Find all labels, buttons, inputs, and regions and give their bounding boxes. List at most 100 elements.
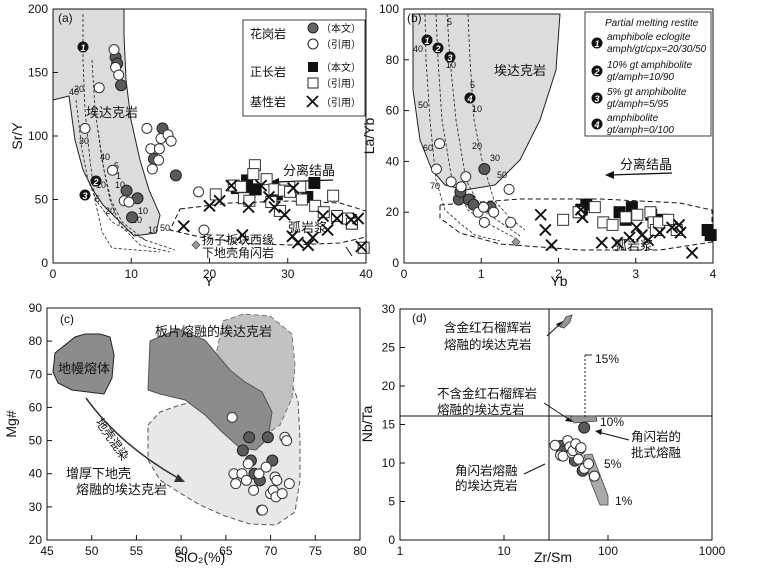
legend-ortho-this	[308, 62, 318, 72]
y-label-d: Nb/Ta	[359, 406, 375, 443]
adakite-label-a: 埃达克岩	[86, 105, 138, 120]
curve-pct-a-6: 5	[114, 161, 119, 171]
mantle-melt-field-c	[52, 333, 115, 395]
point-c-cited-8	[253, 468, 265, 480]
y-tick-label-c-4: 50	[29, 434, 43, 448]
point-b-basic-cited-16	[685, 246, 699, 260]
point-a-basic-cited-14	[306, 231, 319, 244]
point-b-basic-cited-8	[623, 231, 636, 244]
point-a-basic-cited-12	[291, 236, 305, 249]
curve-pct-b-9: 50	[497, 170, 507, 180]
legend-ortho-cited	[307, 77, 319, 89]
y-tick-label-b-1: 0	[392, 256, 399, 270]
point-b-granite-cited-2	[434, 138, 446, 150]
legend-b-item-1: 1 amphibole eclogite amph/gt/cpx=20/30/5…	[591, 32, 707, 55]
curve-pct-a-7: 1	[116, 171, 121, 181]
svg-text:4: 4	[593, 120, 599, 130]
panel-label-b: (b)	[407, 11, 422, 25]
point-a-basic-cited-6	[242, 200, 255, 214]
x-tick-label-b-5: 4	[710, 267, 717, 281]
svg-text:1: 1	[594, 39, 599, 49]
point-a-orthoclase-this-study-4	[249, 183, 262, 196]
curve-number-a-3: 3	[79, 189, 91, 201]
point-b-basic-cited-5	[576, 211, 589, 224]
point-b-basic-cited-7	[611, 236, 624, 249]
pct15-d: 15%	[595, 352, 619, 366]
y-tick-label-d-3: 10	[382, 456, 396, 470]
point-a-granite-this-study-3	[115, 79, 128, 92]
point-a-basic-cited-21	[287, 181, 300, 195]
point-a-granite-cited-17	[193, 186, 205, 198]
pct1-d: 1%	[615, 494, 633, 508]
x-tick-label-b-4: 3	[632, 267, 639, 281]
lower-crust-label-c-1: 增厚下地壳	[66, 466, 131, 481]
curve-pct-a-5: 10	[96, 180, 106, 190]
point-d-this-study-5	[578, 421, 591, 434]
legend-b	[584, 11, 712, 137]
point-a-basic-cited-5	[236, 228, 249, 242]
svg-text:gt/amph=10/90: gt/amph=10/90	[607, 72, 674, 83]
svg-text:1: 1	[80, 43, 85, 53]
data-points-a	[79, 44, 370, 254]
legend-b-item-2: 2 10% gt amphibolite gt/amph=10/90	[591, 60, 692, 83]
mantle-label-c: 地幔熔体	[58, 361, 110, 376]
y-tick-label-c-7: 80	[29, 334, 43, 348]
point-b-basic-cited-13	[665, 221, 679, 234]
point-b-orthoclase-cited-8	[644, 206, 657, 219]
point-c-cited-3	[230, 478, 242, 490]
panel-c: 地幔熔体 板片熔融的埃达克岩 增厚下地壳 熔融的埃达克岩 地壳混染 (c) 45…	[3, 301, 367, 565]
svg-text:2: 2	[593, 67, 599, 77]
data-points-d	[549, 421, 600, 482]
point-a-orthoclase-this-study-7	[308, 176, 321, 189]
point-a-granite-cited-1	[79, 122, 91, 134]
point-b-basic-cited-12	[653, 226, 666, 239]
svg-text:2: 2	[92, 177, 98, 187]
point-b-orthoclase-cited-1	[557, 213, 570, 226]
rutile-pointer-d	[546, 323, 561, 337]
panel-label-d: (d)	[412, 311, 427, 325]
legend-granite-this-label: （本文）	[321, 22, 361, 35]
x-label-d: Zr/Sm	[534, 549, 572, 565]
svg-text:4: 4	[466, 94, 472, 104]
point-b-granite-cited-5	[460, 171, 472, 183]
x-tick-label-b-1: 0	[401, 267, 408, 281]
curve-pct-a-1: 40	[69, 87, 79, 97]
x-tick-label-a-2: 10	[125, 267, 139, 281]
point-a-basic-cited-4	[225, 179, 238, 192]
point-c-this-study-1	[236, 444, 249, 457]
curve-pct-a-10: 20	[105, 206, 115, 216]
point-a-basic-cited-17	[330, 212, 344, 225]
svg-text:amphibole eclogite: amphibole eclogite	[607, 32, 691, 43]
x-tick-label-a-3: 20	[203, 267, 217, 281]
point-b-basic-cited-6	[595, 236, 608, 249]
y-tick-label-b-2: 20	[386, 205, 400, 219]
curve-pct-b-5: 5	[470, 80, 475, 90]
batch-label-d-1: 角闪岩的	[631, 429, 681, 444]
arc-label-b: 弧岩浆	[614, 238, 653, 253]
x-tick-label-c-2: 50	[85, 544, 99, 558]
point-c-cited-5	[240, 474, 252, 486]
y-tick-label-a-1: 0	[41, 256, 48, 270]
curve-pct-b-1: 5	[447, 17, 452, 27]
point-c-cited-10	[257, 504, 269, 516]
panel-label-c: (c)	[60, 312, 74, 326]
y-tick-label-a-5: 200	[28, 2, 48, 16]
point-b-orthoclase-cited-5	[606, 218, 619, 231]
y-tick-label-b-5: 80	[386, 53, 400, 67]
point-a-basic-cited-3	[213, 194, 226, 207]
x-label-a: Y	[204, 273, 214, 289]
axes-frame-c	[46, 307, 361, 541]
y-tick-label-d-7: 30	[382, 302, 396, 316]
legend-basic-mark	[306, 95, 319, 108]
legend-basic: 基性岩	[250, 94, 286, 109]
legend-ortho-this-label: （本文）	[321, 61, 361, 74]
legend-b-item-3: 3 5% gt amphibolite gt/amph=5/95	[591, 87, 687, 110]
crust-label-c: 地壳混染	[93, 415, 133, 463]
curve-pct-a-4: 40	[100, 152, 110, 162]
panel-b: 5 40 50 10 5 10 20 30 50 60 70 50 1 2 3 …	[361, 2, 717, 289]
point-b-granite-cited-8	[478, 216, 490, 228]
svg-text:3: 3	[447, 53, 452, 63]
point-a-granite-cited-16	[165, 135, 177, 147]
point-b-granite-cited-7	[478, 201, 490, 213]
point-a-granite-cited-4	[108, 44, 120, 56]
